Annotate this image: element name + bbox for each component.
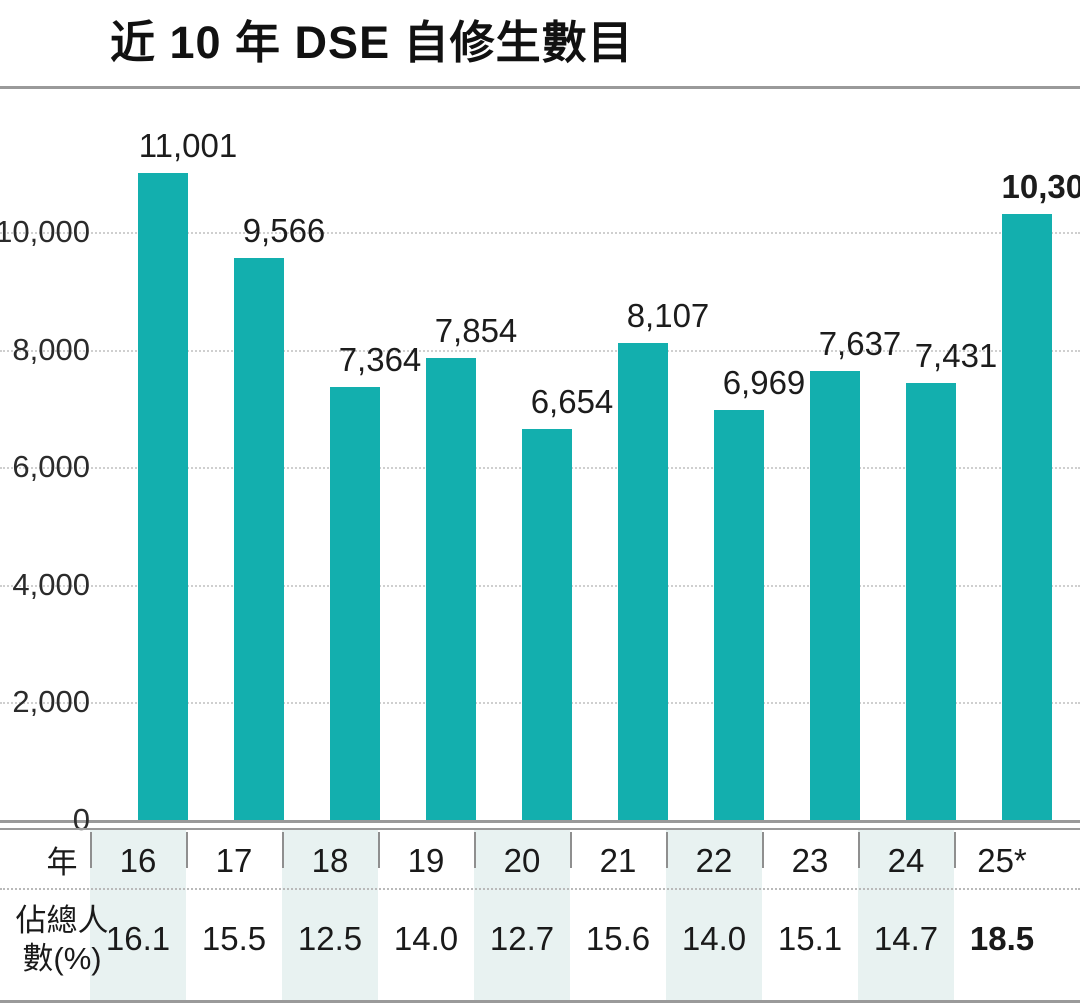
bar xyxy=(522,428,572,820)
gridline xyxy=(0,349,1080,352)
table-cell-year: 16 xyxy=(119,842,157,879)
bar xyxy=(810,370,860,820)
chart-plot-area: 0 2,000 4,000 6,000 8,000 10,000 11,001 9,566 7… xyxy=(0,88,1080,837)
table-column-divider xyxy=(762,832,764,868)
row-label-year: 年 xyxy=(46,845,78,880)
bar-value-label: 6,654 xyxy=(530,382,614,420)
bar xyxy=(906,383,956,820)
table-column-divider xyxy=(186,832,188,868)
table-column-divider xyxy=(474,832,476,868)
bar-value-label: 7,637 xyxy=(818,324,902,362)
bar-series: 11,001 9,566 7,364 7,854 6,654 8,107 6,969 7,63… xyxy=(0,88,1080,828)
table-column-divider xyxy=(570,832,572,868)
table-column-divider xyxy=(666,832,668,868)
table-column-divider xyxy=(858,832,860,868)
table-cell-percentage: 16.1 xyxy=(105,920,171,957)
bar xyxy=(330,387,380,820)
table-cell-percentage: 14.0 xyxy=(393,920,459,957)
row-label-percentage: 佔總人 數(%) xyxy=(0,902,124,978)
gridline xyxy=(0,232,1080,234)
table-column-stripe xyxy=(858,830,954,1000)
table-cell-percentage: 15.1 xyxy=(777,920,843,957)
bar xyxy=(138,173,188,820)
bar xyxy=(618,343,668,820)
y-axis-tick-label: 2,000 xyxy=(12,684,90,720)
bar-value-label: 10,303 xyxy=(1001,168,1080,206)
bar xyxy=(714,410,764,820)
table-bottom-border xyxy=(0,1000,1080,1003)
table-cell-percentage: 15.5 xyxy=(201,920,267,957)
table-cell-year: 21 xyxy=(599,842,637,879)
title-block: 近 10 年 DSE 自修生數目 xyxy=(0,0,1080,89)
table-column-divider xyxy=(282,832,284,868)
table-column-stripe xyxy=(282,830,378,1000)
table-cell-year: 25* xyxy=(977,842,1027,879)
table-cell-percentage: 18.5 xyxy=(969,920,1035,957)
title-divider xyxy=(0,86,1080,89)
y-axis-tick-label: 8,000 xyxy=(12,331,90,367)
bar-value-label: 6,969 xyxy=(722,364,806,402)
bar-value-label: 7,854 xyxy=(434,312,518,350)
table-column-divider xyxy=(954,832,956,868)
page-title: 近 10 年 DSE 自修生數目 xyxy=(110,17,634,68)
table-column-stripe xyxy=(666,830,762,1000)
table-cell-year: 22 xyxy=(695,842,733,879)
bar-value-label: 7,364 xyxy=(338,340,422,378)
data-table: 年 佔總人 數(%) 16 16.1 17 15.5 18 12.5 19 14.0 20 12.… xyxy=(0,828,1080,1003)
table-cell-percentage: 15.6 xyxy=(585,920,651,957)
table-top-border xyxy=(0,828,1080,830)
bar-value-label: 8,107 xyxy=(626,297,710,335)
bar-value-label: 11,001 xyxy=(138,127,238,165)
table-row-divider xyxy=(0,888,1080,890)
table-cell-year: 24 xyxy=(887,842,925,879)
bar xyxy=(234,257,284,820)
table-cell-year: 19 xyxy=(407,842,445,879)
table-cell-percentage: 12.7 xyxy=(489,920,555,957)
y-axis-tick-label: 4,000 xyxy=(12,566,90,602)
table-cell-year: 20 xyxy=(503,842,541,879)
table-column-stripe xyxy=(90,830,186,1000)
bar-value-label: 9,566 xyxy=(242,211,326,249)
table-column-stripe xyxy=(474,830,570,1000)
table-cell-year: 18 xyxy=(311,842,349,879)
table-cell-percentage: 14.7 xyxy=(873,920,939,957)
table-column-divider xyxy=(90,832,92,868)
table-column-divider xyxy=(378,832,380,868)
table-cell-percentage: 14.0 xyxy=(681,920,747,957)
bar xyxy=(426,358,476,820)
axis-baseline xyxy=(0,820,1080,823)
y-axis-tick-label: 10,000 xyxy=(0,214,90,249)
bar-value-label: 7,431 xyxy=(914,337,998,375)
row-label-percentage-line1: 佔總人 xyxy=(15,903,109,938)
table-cell-year: 23 xyxy=(791,842,829,879)
y-axis-tick-label: 6,000 xyxy=(12,449,90,485)
table-cell-percentage: 12.5 xyxy=(297,920,363,957)
row-label-percentage-line2: 數(%) xyxy=(22,941,102,976)
bar xyxy=(1002,214,1052,820)
table-cell-year: 17 xyxy=(215,842,253,879)
